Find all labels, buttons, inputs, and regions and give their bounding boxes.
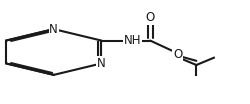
Text: N: N <box>50 23 58 36</box>
Text: N: N <box>97 57 106 70</box>
Text: NH: NH <box>124 34 142 47</box>
Text: O: O <box>173 48 182 61</box>
Text: O: O <box>146 11 155 24</box>
